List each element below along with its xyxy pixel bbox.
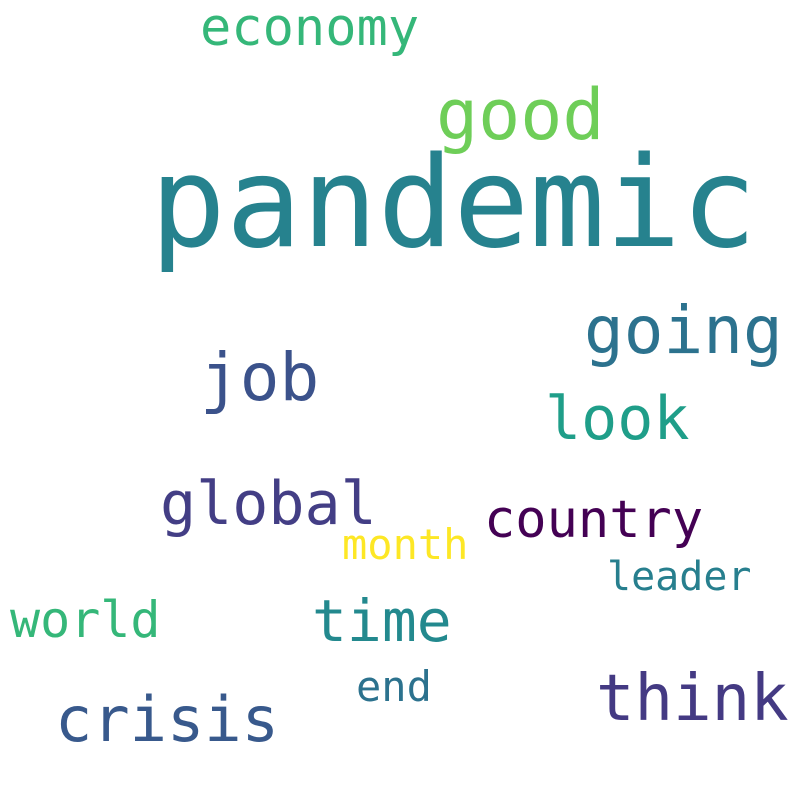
word-leader: leader bbox=[607, 554, 752, 600]
word-global: global bbox=[160, 469, 377, 539]
word-economy: economy bbox=[200, 0, 420, 58]
word-pandemic: pandemic bbox=[150, 129, 757, 276]
word-look: look bbox=[545, 384, 690, 454]
word-country: country bbox=[484, 490, 704, 550]
word-going: going bbox=[584, 292, 783, 369]
word-month: month bbox=[342, 520, 469, 569]
word-world: world bbox=[10, 591, 161, 649]
word-time: time bbox=[312, 587, 452, 655]
word-think: think bbox=[596, 662, 789, 736]
word-job: job bbox=[200, 339, 320, 416]
word-crisis: crisis bbox=[55, 683, 279, 756]
word-end: end bbox=[356, 662, 432, 711]
word-good: good bbox=[436, 74, 605, 156]
